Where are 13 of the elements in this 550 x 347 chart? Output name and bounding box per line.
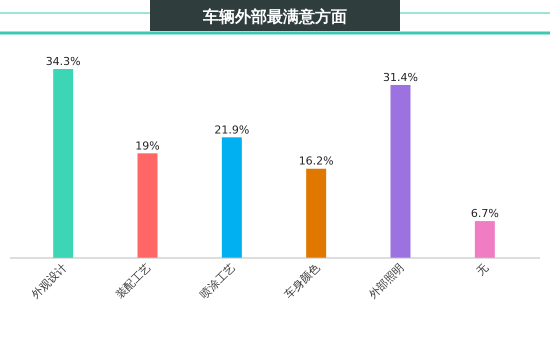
data-label: 19% [135,139,160,152]
x-tick-label: 外观设计 [28,260,70,302]
chart-title: 车辆外部最满意方面 [202,7,347,26]
x-tick-label: 车身颜色 [282,260,322,302]
x-tick-label: 喷涂工艺 [198,260,238,302]
x-tick-label: 无 [474,260,491,278]
x-tick-label: 装配工艺 [113,260,154,302]
x-tick-label: 外部照明 [366,260,407,302]
data-label: 21.9% [214,123,250,136]
data-label: 16.2% [298,154,334,168]
data-label: 34.3% [46,55,81,68]
data-label: 6.7% [470,207,499,220]
data-label: 31.4% [383,70,418,84]
